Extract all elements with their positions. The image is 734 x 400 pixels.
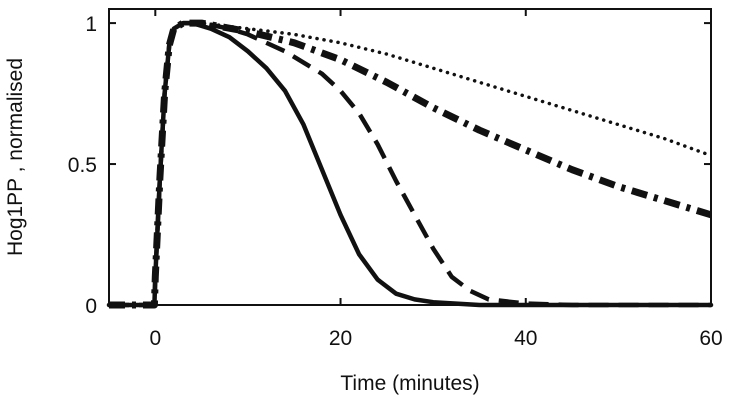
y-tick-label: 1 <box>85 13 97 36</box>
series-line-dashed <box>109 20 711 308</box>
x-axis-label: Time (minutes) <box>340 372 479 395</box>
y-axis: 00.51 <box>68 13 711 318</box>
x-tick-label: 20 <box>329 327 352 350</box>
series-line-solid <box>106 20 714 308</box>
series-line-dash-dot <box>109 19 713 309</box>
x-tick-label: 60 <box>699 327 722 350</box>
x-tick-label: 40 <box>514 327 537 350</box>
y-tick-label: 0.5 <box>68 154 97 177</box>
plot-lines <box>106 19 714 309</box>
series-line-dotted <box>107 21 713 307</box>
y-tick-label: 0 <box>85 295 97 318</box>
x-tick-label: 0 <box>149 327 161 350</box>
x-axis: 0 20 40 60 <box>149 9 723 350</box>
plot-frame <box>108 8 712 306</box>
y-axis-label: Hog1PP , normalised <box>4 58 27 256</box>
